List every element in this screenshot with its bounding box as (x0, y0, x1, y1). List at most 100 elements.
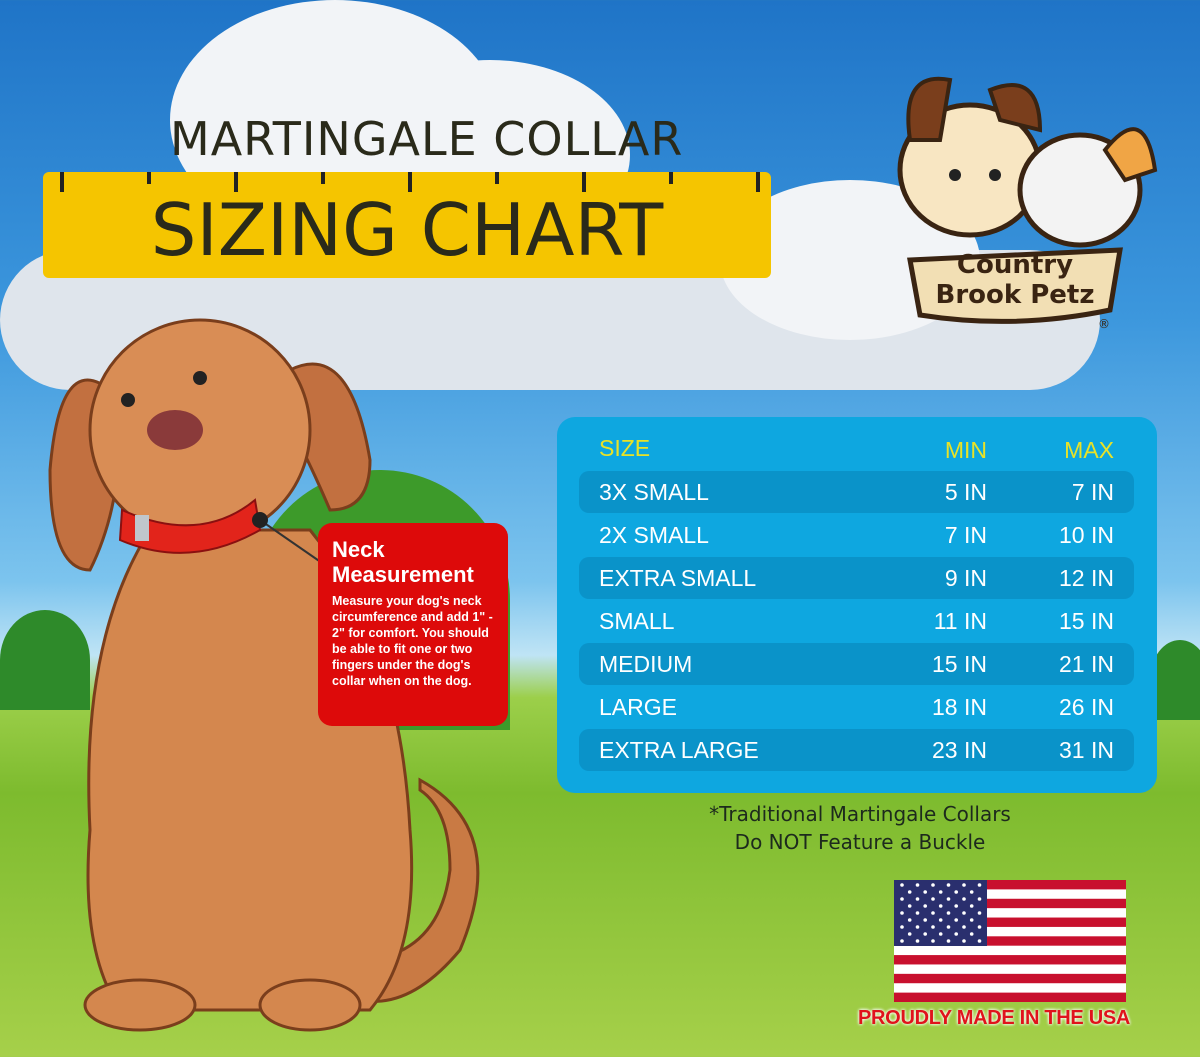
flag-star (931, 883, 935, 887)
flag-star (907, 932, 912, 936)
neck-instructions: Measure your dog's neck circumference an… (332, 594, 493, 688)
flag-star (954, 918, 958, 922)
ruler-tick (582, 172, 586, 192)
flag-star (969, 904, 974, 908)
flag-star (977, 883, 982, 887)
header-size: SIZE (599, 435, 651, 461)
ruler-tick (756, 172, 760, 192)
title-line2: SIZING CHART (150, 188, 664, 272)
max-cell: 21 IN (1059, 651, 1114, 677)
flag-star (915, 883, 920, 887)
min-cell: 23 IN (932, 737, 987, 763)
flag-star (923, 890, 927, 894)
size-cell: EXTRA LARGE (599, 737, 759, 763)
flag-star (915, 897, 920, 901)
flag-stripe (894, 880, 1126, 890)
table-row: EXTRA SMALL 9 IN 12 IN (579, 557, 1134, 599)
note-line1: *Traditional Martingale Collars (709, 802, 1011, 826)
flag-star (977, 939, 982, 943)
flag-stripe (894, 936, 1126, 947)
flag-star (907, 904, 912, 908)
flag-star (962, 883, 966, 887)
neck-heading: Neck Measurement (332, 537, 498, 587)
title-line1: MARTINGALE COLLAR (170, 112, 684, 166)
table-header: SIZE MIN MAX (557, 435, 1157, 465)
flag-stripe (894, 992, 1126, 1002)
table-row: LARGE 18 IN 26 IN (579, 686, 1134, 728)
flag-star (931, 911, 935, 915)
flag-star (923, 932, 927, 936)
header-max: MAX (1064, 437, 1114, 463)
flag-star (900, 897, 904, 901)
min-cell: 9 IN (944, 565, 987, 591)
ruler-tick (234, 172, 238, 192)
flag-star (900, 911, 904, 915)
min-cell: 7 IN (944, 522, 987, 548)
usa-flag (894, 880, 1126, 1002)
flag-star (900, 883, 904, 887)
brand-logo: Country Brook Petz ® (897, 76, 1158, 331)
max-cell: 10 IN (1059, 522, 1114, 548)
flag-star (900, 939, 904, 943)
flag-star (969, 918, 974, 922)
header-min: MIN (944, 437, 987, 463)
flag-star (923, 904, 927, 908)
flag-stripe (894, 898, 1126, 909)
table-row: 3X SMALL 5 IN 7 IN (579, 471, 1134, 513)
flag-stripe (894, 908, 1126, 919)
flag-star (915, 939, 920, 943)
flag-star (954, 890, 958, 894)
logo-text: Country (957, 250, 1073, 280)
flag-star (938, 918, 943, 922)
flag-star (946, 883, 951, 887)
ruler-tick (408, 172, 412, 192)
note-line2: Do NOT Feature a Buckle (734, 830, 986, 854)
size-cell: MEDIUM (599, 651, 693, 677)
table-row: 2X SMALL 7 IN 10 IN (579, 514, 1134, 556)
table-row: EXTRA LARGE 23 IN 31 IN (579, 729, 1134, 771)
size-cell: SMALL (599, 608, 675, 634)
neck-measurement-callout: Neck Measurement Measure your dog's neck … (318, 523, 508, 726)
flag-star (946, 939, 951, 943)
flag-star (900, 925, 904, 929)
flag-stripe (894, 889, 1126, 900)
flag-star (946, 897, 951, 901)
ruler-tick (321, 172, 325, 184)
flag-star (977, 925, 982, 929)
flag-stripe (894, 964, 1126, 975)
min-cell: 18 IN (932, 694, 987, 720)
flag-star (938, 904, 943, 908)
logo-text: Brook Petz (936, 280, 1095, 310)
flag-star (969, 932, 974, 936)
ruler-tick (669, 172, 673, 184)
flag-star (962, 925, 966, 929)
flag-star (946, 911, 951, 915)
flag-star (915, 911, 920, 915)
flag-star (977, 911, 982, 915)
flag-star (969, 890, 974, 894)
min-cell: 5 IN (944, 479, 987, 505)
flag-stripe (894, 926, 1126, 937)
flag-star (931, 897, 935, 901)
flag-stripe (894, 945, 1126, 956)
ruler-tick (147, 172, 151, 184)
hill (1150, 640, 1200, 720)
min-cell: 11 IN (933, 608, 987, 634)
flag-stripe (894, 917, 1126, 928)
ruler-tick (60, 172, 64, 192)
flag-star (938, 890, 943, 894)
buckle-note: *Traditional Martingale Collars Do NOT F… (690, 800, 1030, 856)
max-cell: 31 IN (1059, 737, 1114, 763)
size-cell: LARGE (599, 694, 677, 720)
table-row: MEDIUM 15 IN 21 IN (579, 643, 1134, 685)
hill (0, 610, 90, 710)
flag-star (954, 932, 958, 936)
flag-canton (894, 880, 987, 946)
flag-stripe (894, 973, 1126, 984)
flag-star (907, 890, 912, 894)
flag-star (962, 897, 966, 901)
flag-star (977, 897, 982, 901)
flag-stripe (894, 983, 1126, 994)
flag-star (923, 918, 927, 922)
max-cell: 15 IN (1059, 608, 1114, 634)
